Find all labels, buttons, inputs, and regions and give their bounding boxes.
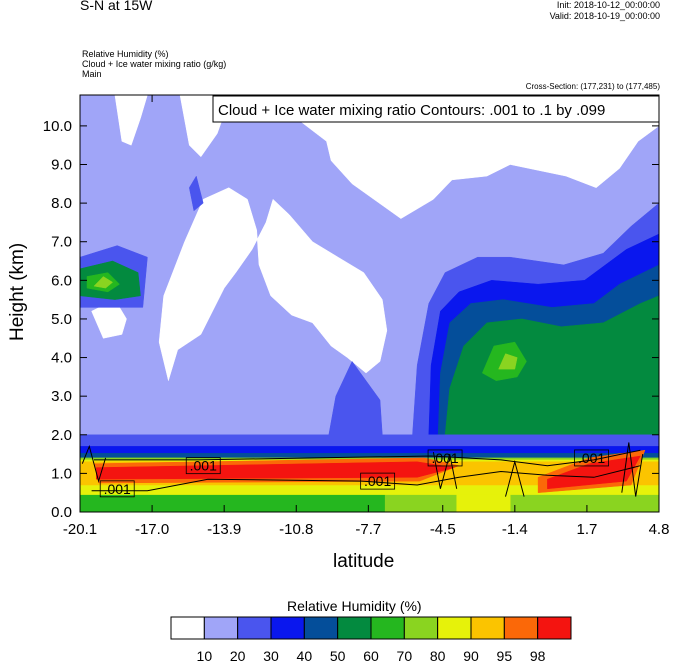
y-tick-label: 2.0 [51, 427, 72, 444]
y-tick-label: 0.0 [51, 504, 72, 521]
colorbar-swatch [237, 616, 272, 640]
contour-line [621, 442, 644, 497]
x-tick-label: -13.9 [207, 521, 241, 538]
svg-text:.001: .001 [104, 481, 131, 497]
x-tick-label: 1.7 [576, 521, 597, 538]
y-tick-label: 7.0 [51, 234, 72, 251]
plot-title: S-N at 15W [80, 0, 153, 13]
y-tick-label: 3.0 [51, 388, 72, 405]
colorbar-label: 90 [463, 648, 479, 664]
y-tick-label: 10.0 [43, 118, 72, 135]
svg-text:.001: .001 [578, 450, 605, 466]
plot-frame [79, 94, 660, 513]
run-times: Init: 2018-10-12_00:00:00 Valid: 2018-10… [550, 0, 660, 22]
contour-line [91, 465, 641, 492]
colorbar-label: 40 [297, 648, 313, 664]
rh-fill-layer [80, 95, 659, 512]
chart-title-box: Cloud + Ice water mixing ratio Contours:… [212, 95, 660, 123]
colorbar-swatch [170, 616, 205, 640]
colorbar-swatch [437, 616, 472, 640]
x-tick-label: -7.7 [355, 521, 381, 538]
rh-region [444, 295, 659, 436]
contour-line [432, 452, 458, 489]
colorbar-label: 95 [497, 648, 513, 664]
colorbar-swatch [303, 616, 339, 640]
valid-time: Valid: 2018-10-19_00:00:00 [549, 11, 660, 21]
colorbar-swatch [337, 616, 372, 640]
field-rh: Relative Humidity (%) [82, 49, 169, 59]
axes-layer: 0.0 1.0 2.0 3.0 4.0 5.0 6.0 7.0 8.0 9.0 10.0 -20.1 -… [43, 95, 670, 538]
x-tick-label: 4.8 [649, 521, 670, 538]
rh-region [114, 95, 148, 146]
contour-label-layer: .001 .001 .001 .001 .001 [99, 449, 609, 498]
field-main: Main [82, 69, 102, 79]
colorbar-swatch [203, 616, 239, 640]
svg-text:.001: .001 [364, 473, 391, 489]
rh-region [158, 187, 388, 382]
y-tick-label: 6.0 [51, 272, 72, 289]
contour-layer [81, 442, 644, 497]
colorbar-swatch [470, 616, 505, 640]
x-axis-label: latitude [333, 551, 395, 572]
colorbar-swatch [403, 616, 439, 640]
y-tick-label: 5.0 [51, 311, 72, 328]
contour-label: .001 [427, 449, 463, 467]
contour-line [81, 444, 107, 483]
x-tick-label: -4.5 [430, 521, 456, 538]
y-tick-label: 1.0 [51, 465, 72, 482]
contour-label: .001 [99, 480, 135, 498]
colorbar: 10 20 30 40 50 60 70 80 90 95 98 [170, 616, 572, 664]
colorbar-label: 30 [263, 648, 279, 664]
colorbar-label: 70 [397, 648, 413, 664]
contour-label: .001 [574, 449, 609, 467]
colorbar-title: Relative Humidity (%) [287, 598, 422, 614]
x-tick-label: -10.8 [279, 521, 313, 538]
colorbar-label: 98 [530, 648, 546, 664]
rh-region [93, 276, 114, 289]
chart-title: Cloud + Ice water mixing ratio Contours:… [218, 102, 605, 119]
colorbar-swatch [503, 616, 539, 640]
colorbar-label: 60 [363, 648, 379, 664]
x-tick-label: -17.0 [135, 521, 169, 538]
init-time: Init: 2018-10-12_00:00:00 [556, 0, 660, 10]
colorbar-label: 20 [230, 648, 246, 664]
cross-section-label: Cross-Section: (177,231) to (177,485) [525, 82, 660, 91]
contour-line [94, 449, 641, 467]
rh-region [296, 95, 659, 219]
svg-text:.001: .001 [190, 458, 217, 474]
x-tick-label: -20.1 [63, 521, 97, 538]
contour-label: .001 [185, 457, 221, 475]
colorbar-label: 50 [330, 648, 346, 664]
y-axis-label: Height (km) [7, 242, 28, 341]
colorbar-label: 80 [430, 648, 446, 664]
colorbar-swatch [270, 616, 305, 640]
y-tick-label: 8.0 [51, 195, 72, 212]
rh-region [189, 175, 204, 212]
rh-region [498, 353, 518, 370]
rh-region [96, 461, 455, 480]
colorbar-label: 10 [197, 648, 213, 664]
contour-label: .001 [360, 472, 396, 490]
colorbar-swatch [370, 616, 405, 640]
field-list: Relative Humidity (%) Cloud + Ice water … [82, 49, 226, 79]
colorbar-swatch [537, 616, 572, 640]
rh-region [547, 455, 641, 490]
contour-line [505, 459, 525, 497]
x-tick-label: -1.4 [502, 521, 528, 538]
y-tick-label: 4.0 [51, 350, 72, 367]
rh-region [456, 494, 511, 512]
field-qcloud: Cloud + Ice water mixing ratio (g/kg) [82, 59, 227, 69]
y-tick-label: 9.0 [51, 157, 72, 174]
svg-text:.001: .001 [431, 450, 458, 466]
